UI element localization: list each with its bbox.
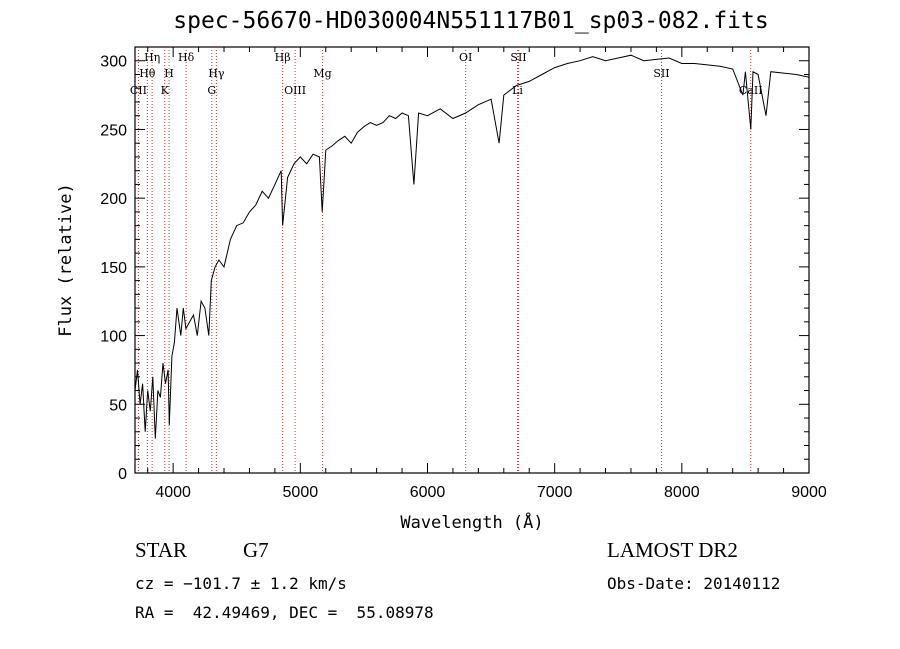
y-tick-label: 50 <box>109 397 127 414</box>
sky-coordinates: RA = 42.49469, DEC = 55.08978 <box>135 603 434 622</box>
object-subclass: G7 <box>243 538 269 562</box>
spectrum-line <box>134 54 810 439</box>
object-class: STAR <box>135 538 187 562</box>
y-tick-label: 250 <box>100 122 127 139</box>
spectral-line-label: CII <box>130 84 147 97</box>
axis-ticks: 4000 5000 6000 7000 8000 9000 0 50 100 150 200 250 3… <box>100 47 827 501</box>
spectral-line-label: OI <box>459 51 472 64</box>
y-axis-label: Flux (relative) <box>56 183 76 337</box>
y-tick-label: 300 <box>100 54 127 71</box>
spectral-line-label: Hβ <box>275 51 291 64</box>
y-tick-label: 0 <box>118 466 127 483</box>
spectral-line-label: Hδ <box>178 51 195 64</box>
spectral-line-label: Li <box>512 84 523 97</box>
spectral-line-label: CaII <box>739 84 763 97</box>
spectral-line-label: K <box>161 84 170 97</box>
spectral-line-label: Mg <box>313 67 331 80</box>
x-axis-label: Wavelength (Å) <box>400 511 543 533</box>
redshift-velocity: cz = −101.7 ± 1.2 km/s <box>135 574 347 593</box>
plot-frame <box>134 46 810 474</box>
spectral-line-label: SII <box>510 51 526 64</box>
y-tick-label: 100 <box>100 329 127 346</box>
y-tick-label: 150 <box>100 260 127 277</box>
spectral-line-label: SII <box>653 67 669 80</box>
x-tick-label: 7000 <box>537 484 573 501</box>
x-tick-label: 9000 <box>791 484 827 501</box>
spectral-line-markers: Hη Hθ CII HK Hδ Hγ G Hβ OIII Mg OI SII Li SII CaII <box>130 47 763 473</box>
x-tick-label: 6000 <box>410 484 446 501</box>
y-tick-label: 200 <box>100 191 127 208</box>
spectral-line-label: OIII <box>284 84 306 97</box>
observation-date: Obs-Date: 20140112 <box>607 574 781 593</box>
spectral-line-label: Hγ <box>208 67 225 80</box>
spectral-line-label: Hθ <box>139 67 156 80</box>
x-tick-label: 5000 <box>283 484 319 501</box>
survey-name: LAMOST DR2 <box>607 538 738 562</box>
chart-title: spec-56670-HD030004N551117B01_sp03-082.f… <box>173 8 769 34</box>
spectral-line-label: G <box>207 84 216 97</box>
spectral-line-label: H <box>164 67 174 80</box>
spectral-line-label: Hη <box>144 51 160 64</box>
x-tick-label: 4000 <box>155 484 191 501</box>
x-tick-label: 8000 <box>664 484 700 501</box>
